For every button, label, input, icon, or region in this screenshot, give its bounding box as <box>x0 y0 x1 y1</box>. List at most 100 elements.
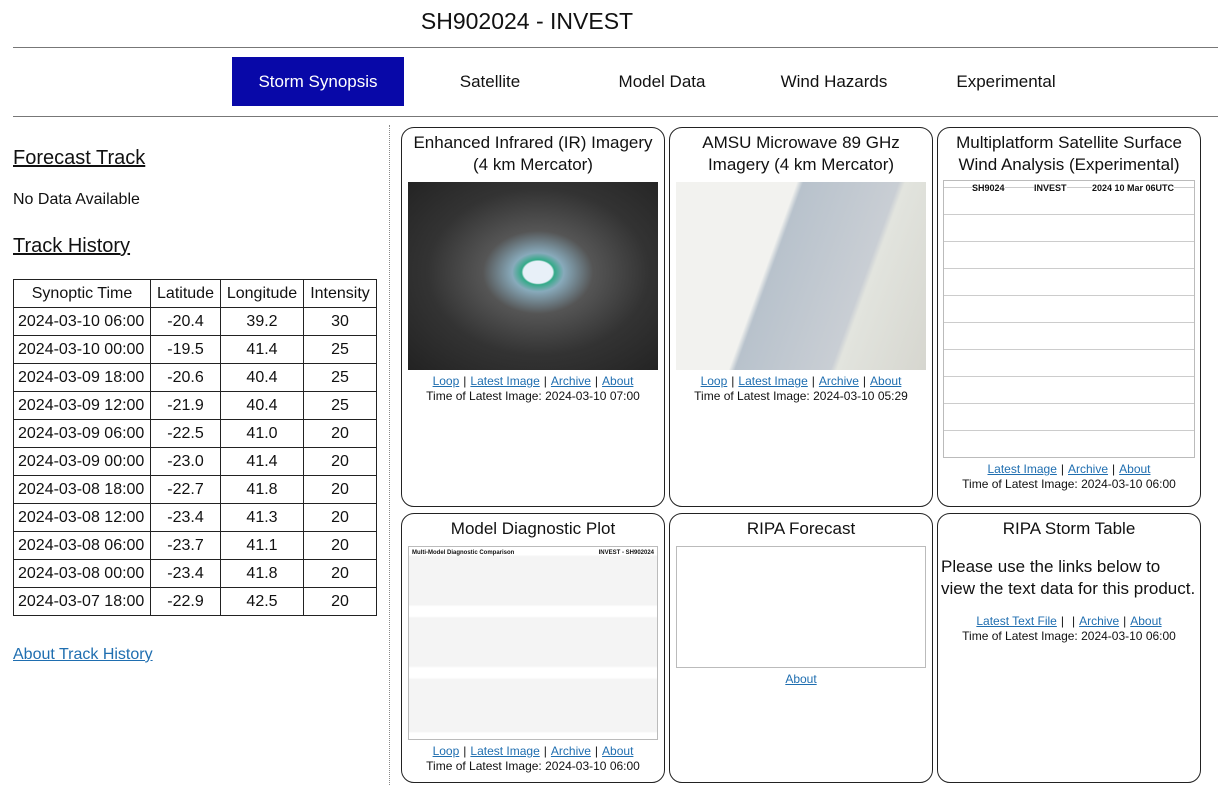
table-row: 2024-03-09 12:00 -21.9 40.4 25 <box>13 391 377 420</box>
panel-link[interactable]: Latest Text File <box>976 614 1057 628</box>
panel-link[interactable]: Archive <box>550 374 591 388</box>
panel-link[interactable]: About <box>1130 614 1162 628</box>
link-separator: | <box>1060 614 1064 628</box>
panel-text: Please use the links below to view the t… <box>941 557 1196 598</box>
panel: Enhanced Infrared (IR) Imagery (4 km Mer… <box>401 127 665 507</box>
tab[interactable]: Storm Synopsis <box>232 57 404 106</box>
link-separator: | <box>463 744 467 758</box>
table-cell: 2024-03-08 12:00 <box>13 503 151 532</box>
panel-image: SH9024 INVEST 2024 10 Mar 06UTC <box>943 180 1195 458</box>
latest-time: Time of Latest Image: 2024-03-10 05:29 <box>694 389 908 403</box>
table-cell: 41.4 <box>220 447 304 476</box>
table-cell: 20 <box>303 475 377 504</box>
table-cell: 20 <box>303 587 377 616</box>
link-separator: | <box>1112 462 1116 476</box>
table-cell: 2024-03-08 18:00 <box>13 475 151 504</box>
table-cell: 2024-03-08 06:00 <box>13 531 151 560</box>
table-cell: 2024-03-10 06:00 <box>13 307 151 336</box>
latest-time: Time of Latest Image: 2024-03-10 06:00 <box>962 629 1176 643</box>
divider <box>13 116 1218 117</box>
table-cell: 2024-03-09 12:00 <box>13 391 151 420</box>
panel: RIPA Forecast About <box>669 513 933 783</box>
panel-link[interactable]: About <box>602 374 634 388</box>
panel-link[interactable]: Latest Image <box>987 462 1057 476</box>
link-separator: | <box>1071 614 1076 628</box>
panel-link[interactable]: About <box>870 374 902 388</box>
tab[interactable]: Model Data <box>618 72 706 91</box>
panel-link[interactable]: About <box>1119 462 1151 476</box>
table-cell: -20.6 <box>150 363 221 392</box>
table-cell: 2024-03-09 06:00 <box>13 419 151 448</box>
panel-link[interactable]: About <box>602 744 634 758</box>
panel-image <box>676 182 926 370</box>
table-cell: -23.4 <box>150 503 221 532</box>
table-cell: -20.4 <box>150 307 221 336</box>
panel-link[interactable]: Archive <box>1079 614 1120 628</box>
latest-time: Time of Latest Image: 2024-03-10 06:00 <box>426 759 640 773</box>
tab[interactable]: Satellite <box>459 72 521 91</box>
table-row: 2024-03-08 06:00 -23.7 41.1 20 <box>13 531 377 560</box>
panel-link[interactable]: Loop <box>432 374 460 388</box>
table-cell: 20 <box>303 531 377 560</box>
table-cell: 40.4 <box>220 363 304 392</box>
table-cell: 20 <box>303 503 377 532</box>
panel: Multiplatform Satellite Surface Wind Ana… <box>937 127 1201 507</box>
panel-link[interactable]: Latest Image <box>470 374 540 388</box>
panel-links: Latest Image | Archive | About <box>988 462 1151 477</box>
panel-link[interactable]: About <box>785 672 817 686</box>
about-link[interactable]: About Track History <box>13 646 153 663</box>
table-cell: 41.4 <box>220 335 304 364</box>
column-header: Latitude <box>150 279 221 308</box>
table-cell: 2024-03-08 00:00 <box>13 559 151 588</box>
table-cell: 2024-03-07 18:00 <box>13 587 151 616</box>
panel-link[interactable]: Latest Image <box>470 744 540 758</box>
table-cell: 41.8 <box>220 559 304 588</box>
table-cell: 25 <box>303 335 377 364</box>
table-cell: -23.7 <box>150 531 221 560</box>
tab[interactable]: Wind Hazards <box>780 72 888 91</box>
link-separator: | <box>1123 614 1127 628</box>
table-cell: 2024-03-09 18:00 <box>13 363 151 392</box>
table-cell: 2024-03-10 00:00 <box>13 335 151 364</box>
table-cell: 40.4 <box>220 391 304 420</box>
panel-links: Loop | Latest Image | Archive | About <box>433 374 634 389</box>
table-cell: 41.1 <box>220 531 304 560</box>
panel-links: Loop | Latest Image | Archive | About <box>433 744 634 759</box>
table-cell: 20 <box>303 447 377 476</box>
table-row: 2024-03-09 18:00 -20.6 40.4 25 <box>13 363 377 392</box>
separator-line <box>389 125 390 785</box>
table-row: 2024-03-08 00:00 -23.4 41.8 20 <box>13 559 377 588</box>
panel-image: Multi-Model Diagnostic Comparison INVEST … <box>408 546 658 740</box>
panel-link[interactable]: Archive <box>1068 462 1109 476</box>
tab[interactable]: Experimental <box>956 72 1056 91</box>
link-separator: | <box>594 374 599 388</box>
header-row: Synoptic Time Latitude Longitude Intensity <box>13 279 377 308</box>
link-separator: | <box>463 374 467 388</box>
panel-title: AMSU Microwave 89 GHz Imagery (4 km Merc… <box>702 133 900 174</box>
table-cell: 42.5 <box>220 587 304 616</box>
table-row: 2024-03-08 18:00 -22.7 41.8 20 <box>13 475 377 504</box>
latest-time: Time of Latest Image: 2024-03-10 06:00 <box>962 477 1176 491</box>
table-cell: 41.8 <box>220 475 304 504</box>
table-cell: -21.9 <box>150 391 221 420</box>
divider <box>13 47 1218 48</box>
table-row: 2024-03-09 06:00 -22.5 41.0 20 <box>13 419 377 448</box>
panel-links: About <box>785 672 816 687</box>
image-text: INVEST <box>1034 183 1067 193</box>
panel-link[interactable]: Archive <box>550 744 591 758</box>
table-cell: 30 <box>303 307 377 336</box>
panel-image <box>676 546 926 668</box>
panel-link[interactable]: Archive <box>818 374 859 388</box>
panel: AMSU Microwave 89 GHz Imagery (4 km Merc… <box>669 127 933 507</box>
panel-title: RIPA Forecast <box>746 519 856 538</box>
table-cell: 41.0 <box>220 419 304 448</box>
table-row: 2024-03-07 18:00 -22.9 42.5 20 <box>13 587 377 616</box>
panel-link[interactable]: Loop <box>700 374 728 388</box>
panel-link[interactable]: Latest Image <box>738 374 808 388</box>
latest-time: Time of Latest Image: 2024-03-10 07:00 <box>426 389 640 403</box>
panel-title: Enhanced Infrared (IR) Imagery (4 km Mer… <box>413 133 653 174</box>
image-text: SH9024 <box>972 183 1005 193</box>
link-separator: | <box>862 374 867 388</box>
table-cell: -22.5 <box>150 419 221 448</box>
panel-link[interactable]: Loop <box>432 744 460 758</box>
